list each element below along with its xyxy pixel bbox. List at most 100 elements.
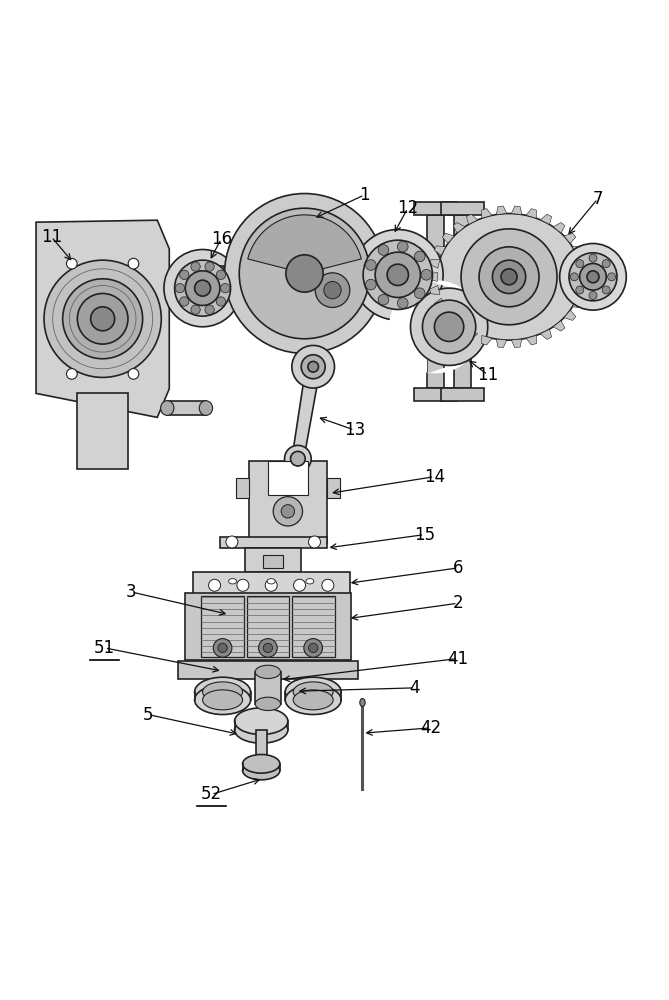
Circle shape	[365, 260, 376, 270]
Ellipse shape	[195, 677, 251, 707]
Circle shape	[221, 283, 230, 293]
Ellipse shape	[285, 685, 341, 715]
Circle shape	[63, 279, 142, 359]
Polygon shape	[429, 285, 440, 294]
Polygon shape	[185, 593, 351, 660]
Polygon shape	[415, 202, 457, 215]
Polygon shape	[434, 298, 446, 308]
Ellipse shape	[255, 697, 280, 711]
Circle shape	[226, 536, 238, 548]
Circle shape	[560, 244, 626, 310]
Polygon shape	[442, 233, 454, 243]
Circle shape	[290, 451, 305, 466]
Circle shape	[237, 579, 249, 591]
Ellipse shape	[293, 682, 333, 702]
Circle shape	[589, 254, 597, 262]
Polygon shape	[428, 272, 438, 281]
Circle shape	[286, 255, 323, 292]
Bar	[201, 596, 244, 657]
Circle shape	[308, 536, 320, 548]
Polygon shape	[496, 339, 507, 348]
Circle shape	[324, 281, 341, 299]
Circle shape	[589, 291, 597, 299]
Circle shape	[209, 579, 221, 591]
Polygon shape	[581, 272, 589, 281]
Circle shape	[263, 643, 272, 653]
Circle shape	[284, 445, 311, 472]
Polygon shape	[442, 310, 454, 320]
Circle shape	[218, 643, 227, 653]
Circle shape	[175, 260, 231, 316]
Polygon shape	[193, 572, 350, 599]
Circle shape	[576, 260, 584, 268]
Circle shape	[397, 241, 408, 252]
Ellipse shape	[203, 682, 243, 702]
Polygon shape	[178, 661, 358, 679]
Polygon shape	[427, 215, 444, 388]
Polygon shape	[78, 393, 128, 469]
Circle shape	[179, 270, 189, 279]
Ellipse shape	[203, 690, 243, 710]
Ellipse shape	[195, 685, 251, 715]
Circle shape	[363, 240, 432, 309]
Polygon shape	[482, 335, 492, 345]
Ellipse shape	[255, 665, 280, 679]
Text: 1: 1	[359, 186, 370, 204]
Circle shape	[216, 270, 225, 279]
Text: 2: 2	[452, 594, 463, 612]
Circle shape	[258, 639, 277, 657]
Polygon shape	[250, 461, 326, 543]
Text: 11: 11	[41, 228, 62, 246]
Polygon shape	[578, 259, 589, 268]
Bar	[187, 266, 224, 281]
Polygon shape	[434, 246, 446, 255]
Circle shape	[571, 273, 578, 281]
Circle shape	[128, 369, 139, 379]
Polygon shape	[527, 209, 537, 218]
Circle shape	[378, 294, 389, 305]
Circle shape	[294, 579, 306, 591]
Circle shape	[607, 273, 615, 281]
Circle shape	[273, 497, 302, 526]
Polygon shape	[573, 298, 584, 308]
Circle shape	[78, 293, 128, 344]
Circle shape	[195, 280, 211, 296]
Polygon shape	[573, 246, 584, 255]
Text: 11: 11	[477, 366, 498, 384]
Polygon shape	[511, 339, 522, 348]
Circle shape	[479, 247, 539, 307]
Text: 52: 52	[201, 785, 222, 803]
Circle shape	[414, 251, 425, 262]
Circle shape	[216, 297, 225, 306]
Polygon shape	[220, 537, 326, 548]
Bar	[256, 730, 266, 763]
Circle shape	[414, 288, 425, 299]
Circle shape	[387, 264, 409, 285]
Circle shape	[175, 283, 185, 293]
Ellipse shape	[199, 401, 213, 415]
Polygon shape	[578, 285, 589, 294]
Polygon shape	[389, 280, 469, 373]
Ellipse shape	[229, 579, 237, 584]
Polygon shape	[511, 206, 522, 214]
Ellipse shape	[161, 401, 174, 415]
Circle shape	[602, 286, 610, 294]
Polygon shape	[441, 388, 484, 401]
Circle shape	[301, 355, 325, 379]
Circle shape	[422, 300, 476, 353]
Polygon shape	[429, 259, 440, 268]
Polygon shape	[466, 329, 478, 339]
Ellipse shape	[306, 579, 314, 584]
Polygon shape	[441, 202, 484, 215]
Text: 12: 12	[397, 199, 418, 217]
Text: 13: 13	[344, 421, 365, 439]
Circle shape	[308, 643, 318, 653]
Ellipse shape	[285, 677, 341, 707]
Text: 3: 3	[126, 583, 136, 601]
Polygon shape	[268, 461, 308, 495]
Circle shape	[587, 271, 599, 283]
Bar	[167, 401, 206, 415]
Bar	[236, 478, 250, 498]
Text: 42: 42	[421, 719, 442, 737]
Circle shape	[569, 253, 617, 301]
